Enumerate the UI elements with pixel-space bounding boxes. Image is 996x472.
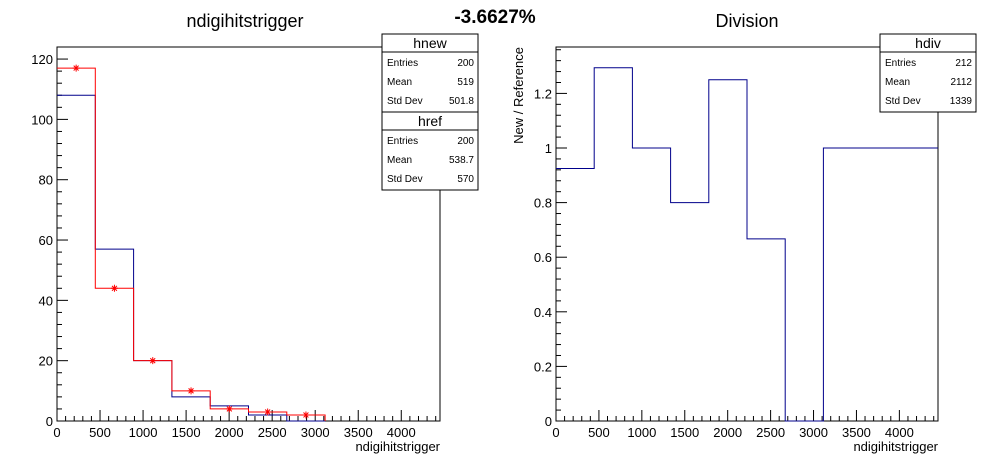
x-tick-label: 4000 — [387, 425, 416, 440]
stats-row-label: Std Dev — [885, 96, 921, 107]
x-axis-label: ndigihitstrigger — [355, 439, 440, 454]
x-tick-label: 1500 — [172, 425, 201, 440]
data-point-marker — [149, 357, 157, 365]
data-point-marker — [302, 411, 310, 419]
stats-row-label: Entries — [387, 58, 418, 69]
x-tick-label: 2500 — [756, 425, 785, 440]
x-tick-label: 1000 — [627, 425, 656, 440]
stats-row-label: Entries — [885, 58, 916, 69]
y-tick-label: 0 — [46, 414, 53, 429]
percent-difference-title: -3.6627% — [454, 7, 535, 28]
series-line-hnew — [57, 67, 326, 421]
series-line-href — [57, 94, 326, 422]
stats-row-label: Std Dev — [387, 96, 423, 107]
x-tick-label: 0 — [53, 425, 60, 440]
stats-row-value: 212 — [955, 58, 972, 69]
x-tick-label: 1500 — [670, 425, 699, 440]
plot-frame — [555, 46, 939, 422]
plot-frame — [56, 46, 441, 422]
stats-box-title: hdiv — [915, 35, 941, 51]
series-line-hdiv — [556, 67, 938, 422]
stats-row-label: Entries — [387, 136, 418, 147]
stats-row-value: 1339 — [950, 96, 973, 107]
x-tick-label: 2000 — [713, 425, 742, 440]
x-tick-label: 2500 — [258, 425, 287, 440]
x-tick-label: 3000 — [301, 425, 330, 440]
y-tick-label: 80 — [39, 173, 53, 188]
y-tick-label: 40 — [39, 293, 53, 308]
data-point-marker — [225, 405, 233, 413]
data-point-marker — [187, 387, 195, 395]
x-tick-label: 3500 — [842, 425, 871, 440]
data-point-marker — [264, 408, 272, 416]
x-tick-label: 500 — [588, 425, 610, 440]
y-tick-label: 0 — [545, 414, 552, 429]
stats-row-label: Mean — [387, 77, 412, 88]
stats-box-hnew — [381, 33, 479, 113]
stats-row-value: 2112 — [950, 77, 972, 88]
stats-row-label: Mean — [387, 155, 412, 166]
stats-row-value: 200 — [457, 136, 474, 147]
y-tick-label: 100 — [31, 112, 53, 127]
x-tick-label: 3500 — [344, 425, 373, 440]
stats-row-value: 570 — [457, 174, 474, 185]
y-tick-label: 0.6 — [534, 250, 552, 265]
stats-row-label: Mean — [885, 77, 910, 88]
right-pad-division: Division 0 500 1000 1500 2000 2500 3000 3500 4000… — [511, 11, 977, 454]
stats-row-value: 538.7 — [449, 155, 474, 166]
stats-row-value: 501.8 — [449, 96, 474, 107]
x-tick-label: 3000 — [799, 425, 828, 440]
x-tick-label: 4000 — [885, 425, 914, 440]
x-tick-label: 1000 — [129, 425, 158, 440]
x-tick-label: 0 — [552, 425, 559, 440]
stats-box-title: hnew — [413, 35, 447, 51]
chart-title: ndigihitstrigger — [186, 11, 303, 31]
x-tick-label: 2000 — [215, 425, 244, 440]
x-tick-label: 500 — [89, 425, 111, 440]
stats-row-value: 519 — [457, 77, 474, 88]
stats-row-label: Std Dev — [387, 174, 423, 185]
data-point-marker — [110, 284, 118, 292]
y-tick-label: 0.4 — [534, 305, 552, 320]
y-tick-label: 60 — [39, 233, 53, 248]
data-point-marker — [72, 64, 80, 72]
x-axis-label: ndigihitstrigger — [853, 439, 938, 454]
stats-row-value: 200 — [457, 58, 474, 69]
stats-box-href — [381, 111, 479, 191]
y-tick-label: 1 — [545, 141, 552, 156]
y-tick-label: 20 — [39, 354, 53, 369]
y-tick-label: 1.2 — [534, 86, 552, 101]
y-tick-label: 0.2 — [534, 359, 552, 374]
stats-box-title: href — [418, 113, 442, 129]
chart-title: Division — [715, 11, 778, 31]
y-tick-label: 120 — [31, 52, 53, 67]
y-axis-label: New / Reference — [511, 47, 526, 144]
stats-box-hdiv — [879, 33, 977, 113]
y-tick-label: 0.8 — [534, 196, 552, 211]
